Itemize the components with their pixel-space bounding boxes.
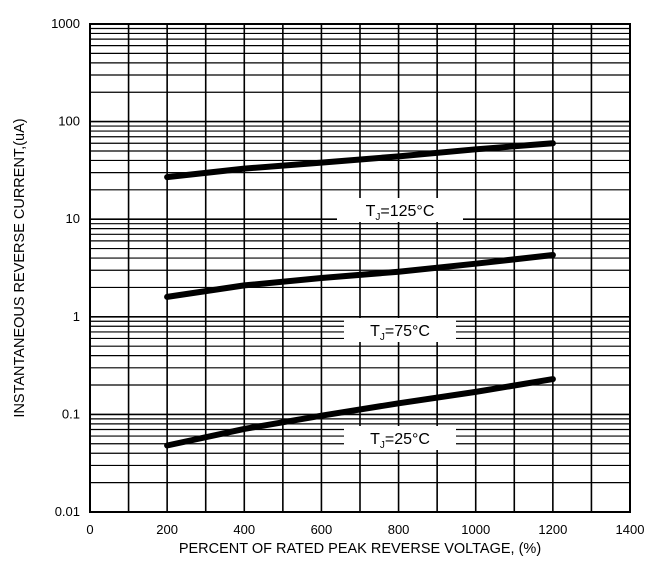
series-line-1 [164, 252, 556, 300]
x-tick-label: 200 [156, 522, 178, 537]
x-tick-labels: 0 200 400 600 800 1000 1200 1400 [86, 522, 644, 537]
x-tick-label: 1000 [461, 522, 490, 537]
curve-label-bg [344, 318, 456, 342]
curve-label-bg [337, 198, 463, 222]
x-tick-label: 1400 [616, 522, 645, 537]
curve-labels: TJ=125°C TJ=75°C TJ=25°C [337, 198, 463, 451]
plot-frame [89, 23, 631, 513]
series-layer [164, 140, 556, 449]
curve-label-bg [344, 426, 456, 450]
y-tick-label: 1000 [51, 16, 80, 31]
series-line-2 [164, 376, 556, 449]
x-tick-label: 0 [86, 522, 93, 537]
y-tick-label: 10 [66, 211, 80, 226]
y-tick-labels: 0.01 0.1 1 10 100 1000 [51, 16, 80, 519]
x-tick-label: 800 [388, 522, 410, 537]
y-tick-label: 0.1 [62, 406, 80, 421]
x-tick-label: 1200 [538, 522, 567, 537]
curve-label-0: TJ=125°C [366, 203, 435, 223]
x-axis-label: PERCENT OF RATED PEAK REVERSE VOLTAGE, (… [179, 541, 541, 557]
y-tick-label: 0.01 [55, 504, 80, 519]
y-axis-label: INSTANTANEOUS REVERSE CURRENT,(uA) [12, 118, 28, 417]
x-tick-label: 400 [233, 522, 255, 537]
y-tick-label: 100 [58, 114, 80, 129]
curve-label-1: TJ=75°C [370, 323, 430, 343]
curve-label-2: TJ=25°C [370, 431, 430, 451]
series-line-0 [164, 140, 556, 181]
x-tick-label: 600 [311, 522, 333, 537]
y-tick-label: 1 [73, 309, 80, 324]
